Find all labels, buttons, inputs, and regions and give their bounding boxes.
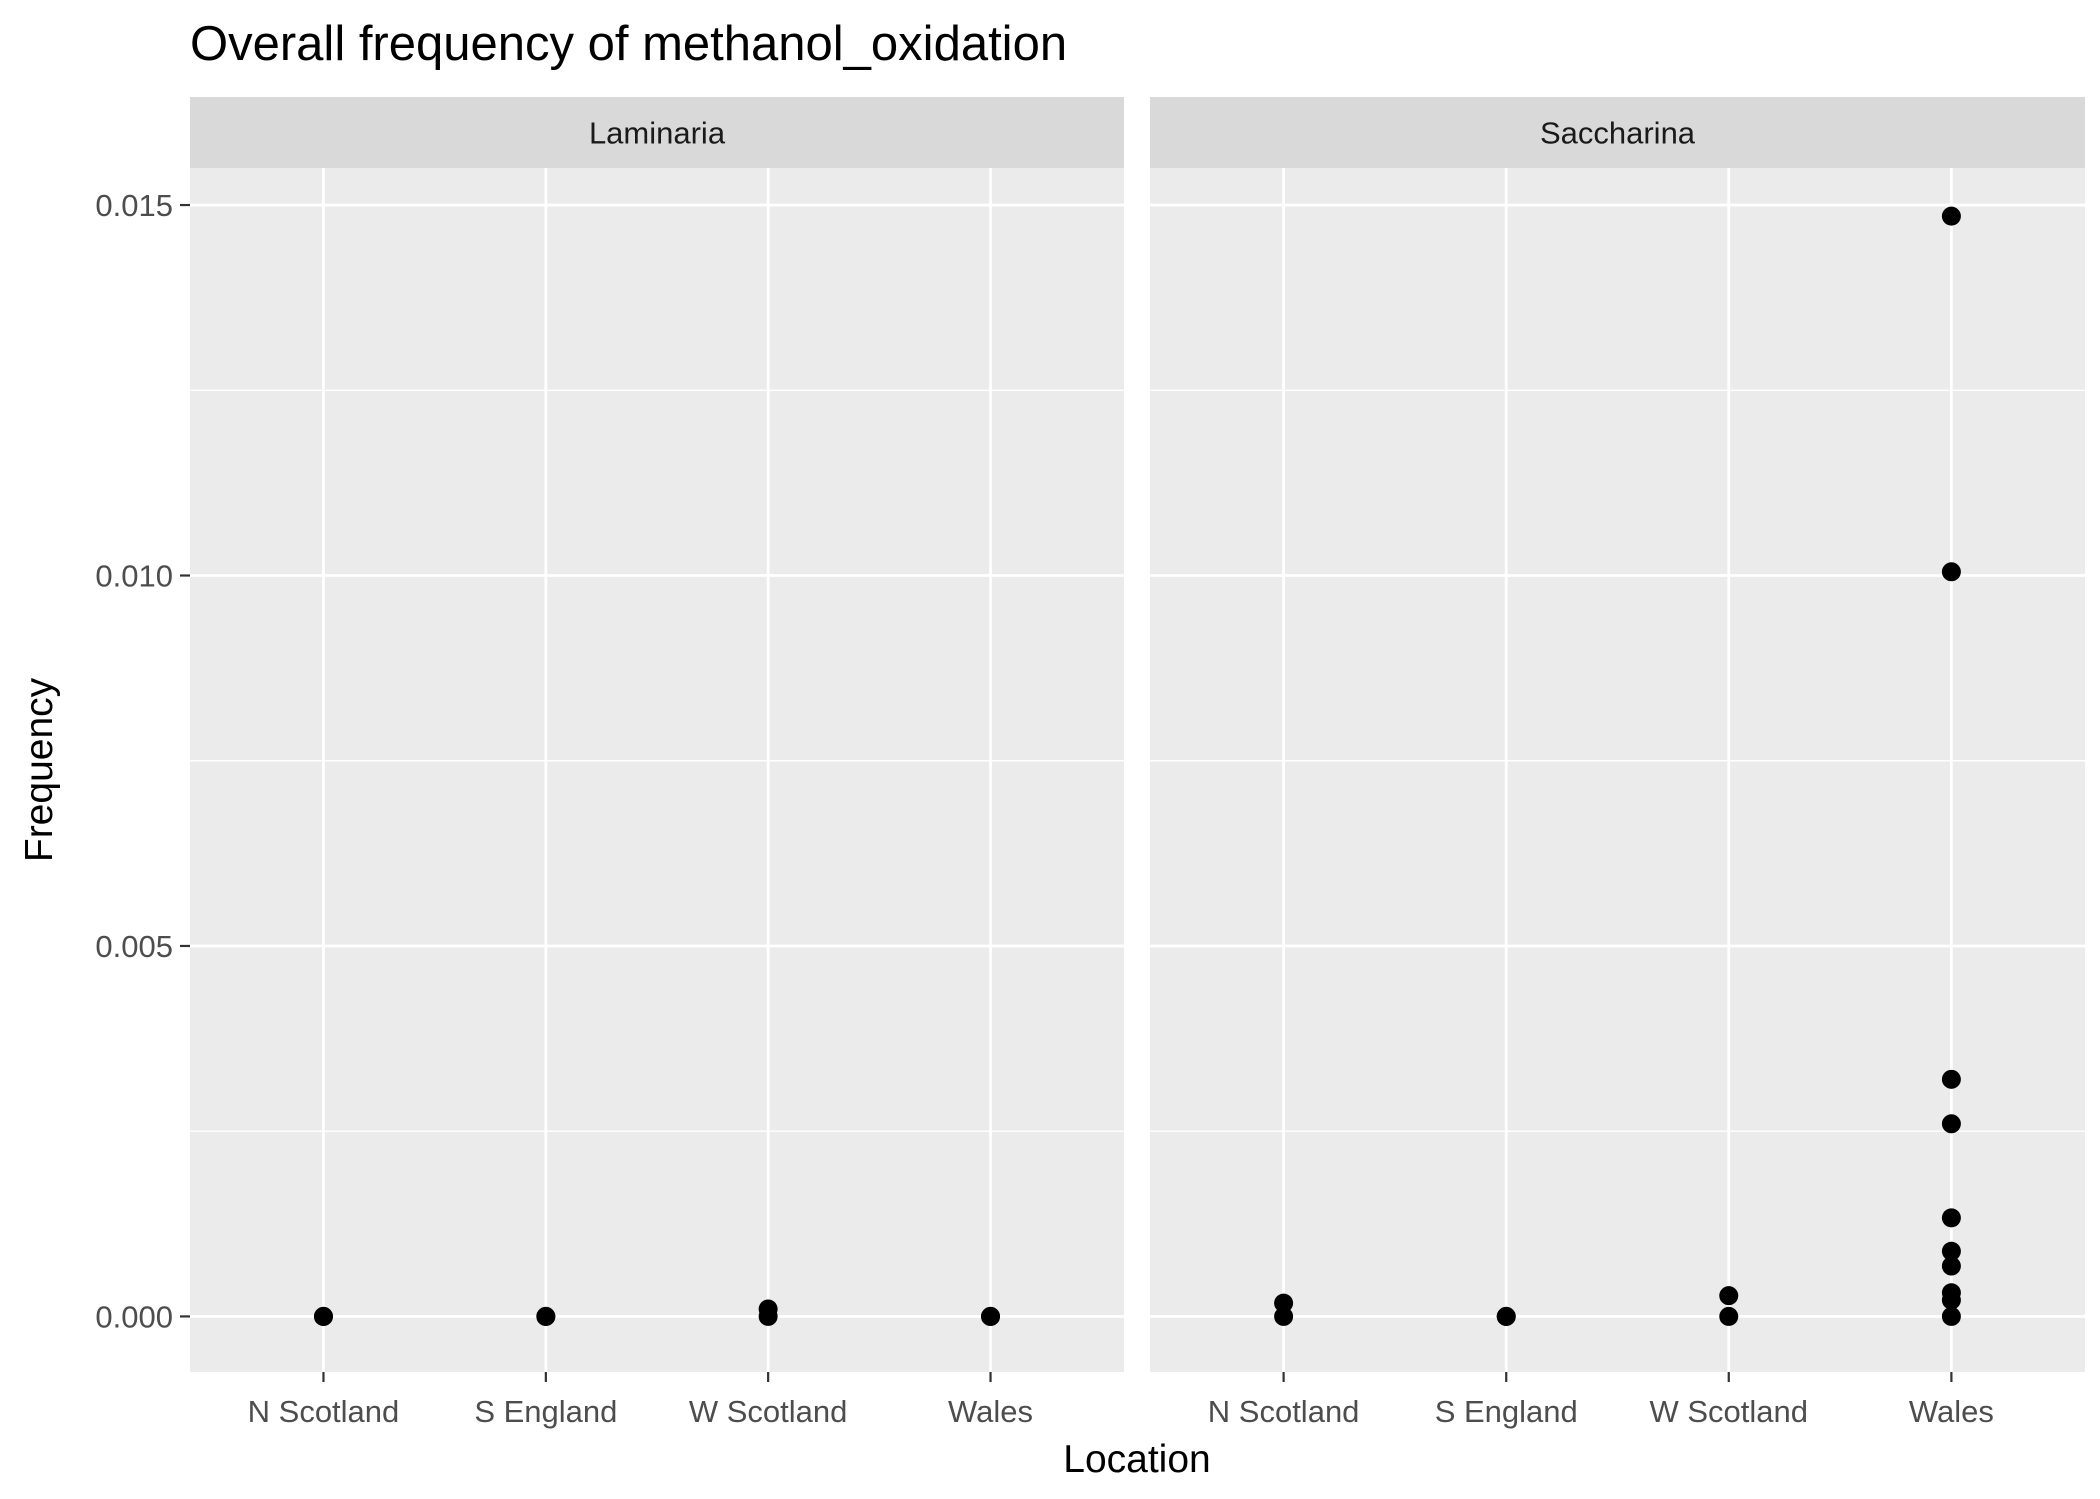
- facet-strip-label: Laminaria: [589, 116, 726, 151]
- data-point: [1941, 562, 1961, 582]
- facet-panels: Laminaria N Scotland S England W Scotland Wa…: [190, 97, 2085, 1429]
- x-tick-label: W Scotland: [1650, 1394, 1809, 1429]
- panel-background: [1150, 168, 2085, 1372]
- y-tick-label: 0.015: [95, 188, 173, 223]
- data-point: [1941, 1208, 1961, 1228]
- y-tick-label: 0.005: [95, 929, 173, 964]
- data-point: [1941, 1114, 1961, 1134]
- y-tick-label: 0.010: [95, 559, 173, 594]
- data-point: [1941, 1241, 1961, 1261]
- data-point: [1941, 1283, 1961, 1303]
- data-point: [1274, 1293, 1294, 1313]
- data-point: [1719, 1286, 1739, 1306]
- y-tick-label: 0.000: [95, 1299, 173, 1334]
- facet-strip: [1150, 97, 2085, 168]
- data-point: [1941, 1256, 1961, 1276]
- data-point: [1941, 1306, 1961, 1326]
- x-tick-label: N Scotland: [248, 1394, 400, 1429]
- x-axis-title: Location: [1063, 1438, 1210, 1481]
- y-axis-title: Frequency: [18, 677, 61, 862]
- data-point: [313, 1306, 333, 1326]
- data-point: [1719, 1306, 1739, 1326]
- x-tick-label: S England: [1435, 1394, 1578, 1429]
- data-point: [1941, 206, 1961, 226]
- data-point: [1274, 1306, 1294, 1326]
- x-tick-label: Wales: [1909, 1394, 1994, 1429]
- x-tick-label: W Scotland: [689, 1394, 848, 1429]
- data-point: [1941, 1069, 1961, 1089]
- facet-strip-label: Saccharina: [1540, 116, 1696, 151]
- data-point: [536, 1306, 556, 1326]
- data-point: [758, 1299, 778, 1319]
- facet-saccharina: Saccharina N Scotland S England W Scotland W…: [1150, 97, 2085, 1429]
- facet-strip: [190, 97, 1124, 168]
- x-tick-label: N Scotland: [1208, 1394, 1360, 1429]
- panel-background: [190, 168, 1124, 1372]
- y-axis: 0.000 0.005 0.010 0.015: [95, 188, 190, 1334]
- x-tick-label: Wales: [948, 1394, 1033, 1429]
- facet-laminaria: Laminaria N Scotland S England W Scotland Wa…: [190, 97, 1124, 1429]
- data-point: [1496, 1306, 1516, 1326]
- chart-title: Overall frequency of methanol_oxidation: [190, 17, 1067, 71]
- x-tick-label: S England: [474, 1394, 617, 1429]
- data-point: [981, 1306, 1001, 1326]
